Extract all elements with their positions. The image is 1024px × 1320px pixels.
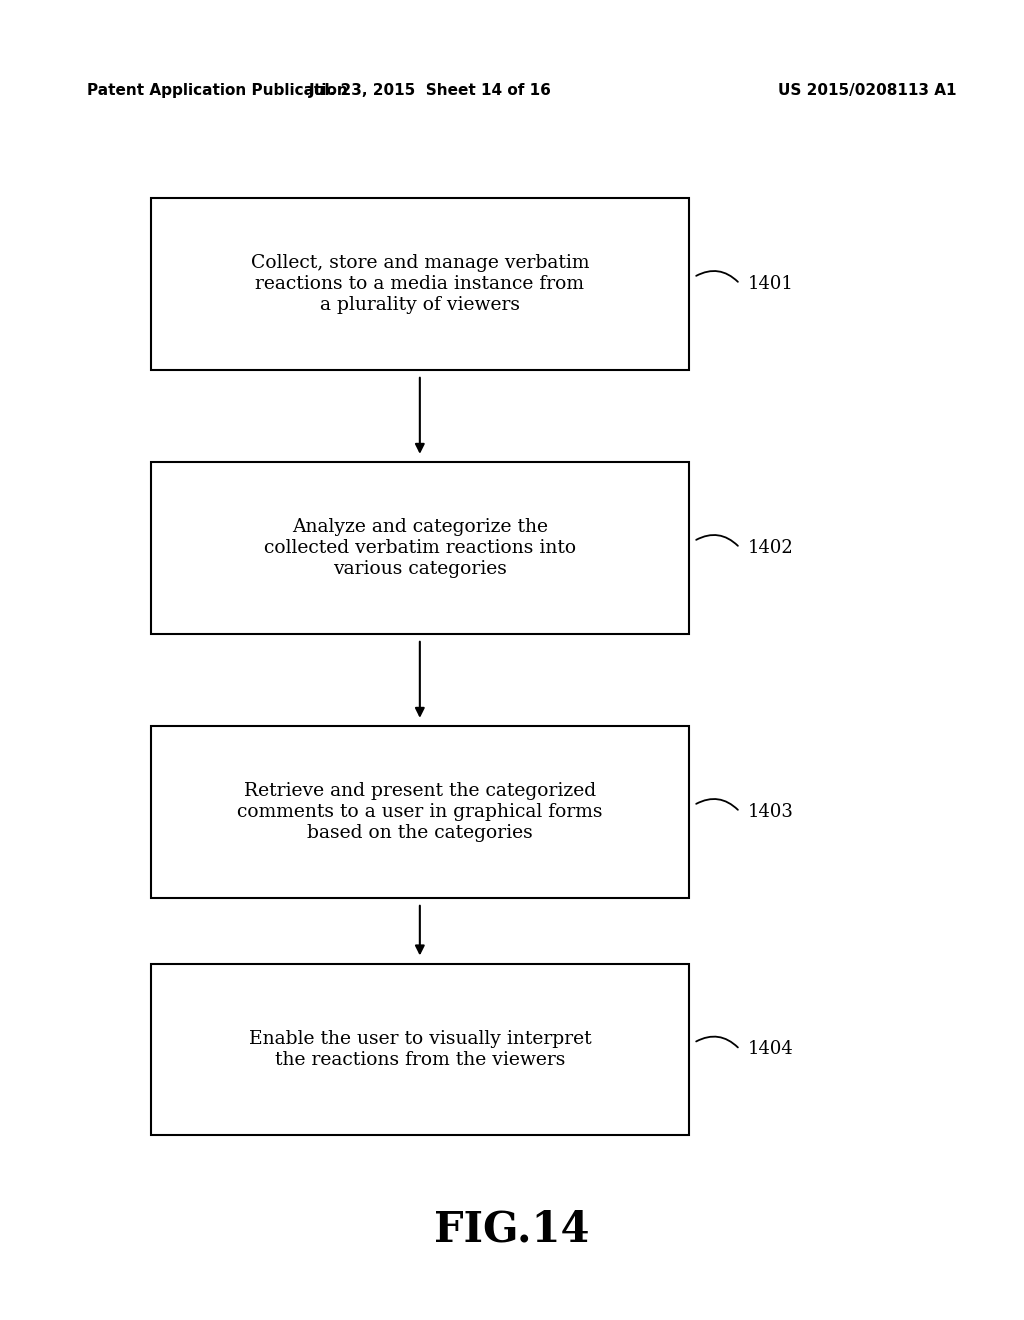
Bar — [151, 964, 688, 1135]
Text: FIG.14: FIG.14 — [434, 1209, 590, 1251]
Text: US 2015/0208113 A1: US 2015/0208113 A1 — [778, 82, 956, 98]
Text: 1401: 1401 — [748, 275, 794, 293]
Text: Jul. 23, 2015  Sheet 14 of 16: Jul. 23, 2015 Sheet 14 of 16 — [308, 82, 552, 98]
Bar — [151, 198, 688, 370]
Text: Retrieve and present the categorized
comments to a user in graphical forms
based: Retrieve and present the categorized com… — [238, 781, 602, 842]
Text: Analyze and categorize the
collected verbatim reactions into
various categories: Analyze and categorize the collected ver… — [264, 517, 575, 578]
Text: Patent Application Publication: Patent Application Publication — [87, 82, 348, 98]
Text: Collect, store and manage verbatim
reactions to a media instance from
a pluralit: Collect, store and manage verbatim react… — [251, 253, 589, 314]
Text: 1402: 1402 — [748, 539, 794, 557]
Bar — [151, 462, 688, 634]
Text: 1403: 1403 — [748, 803, 794, 821]
Text: 1404: 1404 — [748, 1040, 794, 1059]
Text: Enable the user to visually interpret
the reactions from the viewers: Enable the user to visually interpret th… — [249, 1030, 591, 1069]
Bar — [151, 726, 688, 898]
